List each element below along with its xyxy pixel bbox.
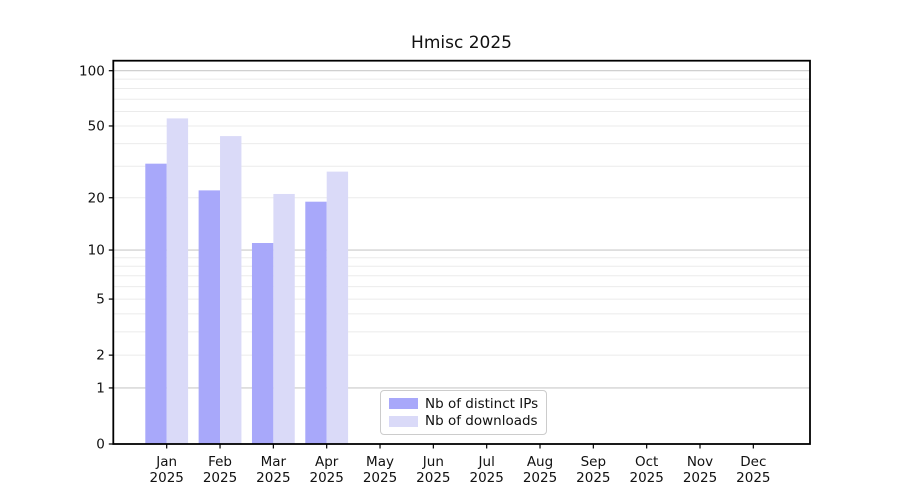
x-tick-label: Aug 2025 <box>523 454 557 486</box>
y-tick-label: 5 <box>96 292 105 308</box>
y-tick-label: 1 <box>96 381 105 397</box>
x-tick-label: Oct 2025 <box>629 454 663 486</box>
x-tick-label: Jun 2025 <box>416 454 450 486</box>
legend-item-distinct-ips: Nb of distinct IPs <box>389 395 538 413</box>
legend-label-downloads: Nb of downloads <box>425 413 538 430</box>
y-tick-label: 0 <box>96 437 105 453</box>
x-tick-label: May 2025 <box>363 454 397 486</box>
x-tick-label: Apr 2025 <box>310 454 344 486</box>
x-tick-label: Feb 2025 <box>203 454 237 486</box>
plot-border <box>112 59 811 445</box>
bar-jan-distinct-ips <box>145 163 167 444</box>
legend: Nb of distinct IPs Nb of downloads <box>380 390 547 435</box>
bar-apr-distinct-ips <box>305 201 327 444</box>
x-tick-label: Mar 2025 <box>256 454 290 486</box>
y-tick-label: 2 <box>96 348 105 364</box>
legend-item-downloads: Nb of downloads <box>389 413 538 431</box>
y-tick-label: 20 <box>88 190 105 206</box>
x-tick-label: Jul 2025 <box>470 454 504 486</box>
legend-swatch-distinct-ips-icon <box>389 398 418 410</box>
x-tick-label: Jan 2025 <box>150 454 184 486</box>
bar-jan-downloads <box>166 118 189 445</box>
y-tick-label: 50 <box>88 119 105 135</box>
y-tick-label: 100 <box>79 63 105 79</box>
legend-swatch-downloads-icon <box>389 415 418 427</box>
legend-label-distinct-ips: Nb of distinct IPs <box>425 395 539 412</box>
bar-mar-downloads <box>273 193 295 444</box>
bar-apr-downloads <box>326 171 349 445</box>
bar-mar-distinct-ips <box>251 243 274 444</box>
x-tick-label: Sep 2025 <box>576 454 610 486</box>
bar-feb-downloads <box>220 136 242 444</box>
y-tick-label: 10 <box>88 243 105 259</box>
chart-title: Hmisc 2025 <box>411 33 512 53</box>
x-tick-label: Dec 2025 <box>736 454 770 486</box>
bar-feb-distinct-ips <box>198 190 221 444</box>
x-tick-label: Nov 2025 <box>683 454 717 486</box>
